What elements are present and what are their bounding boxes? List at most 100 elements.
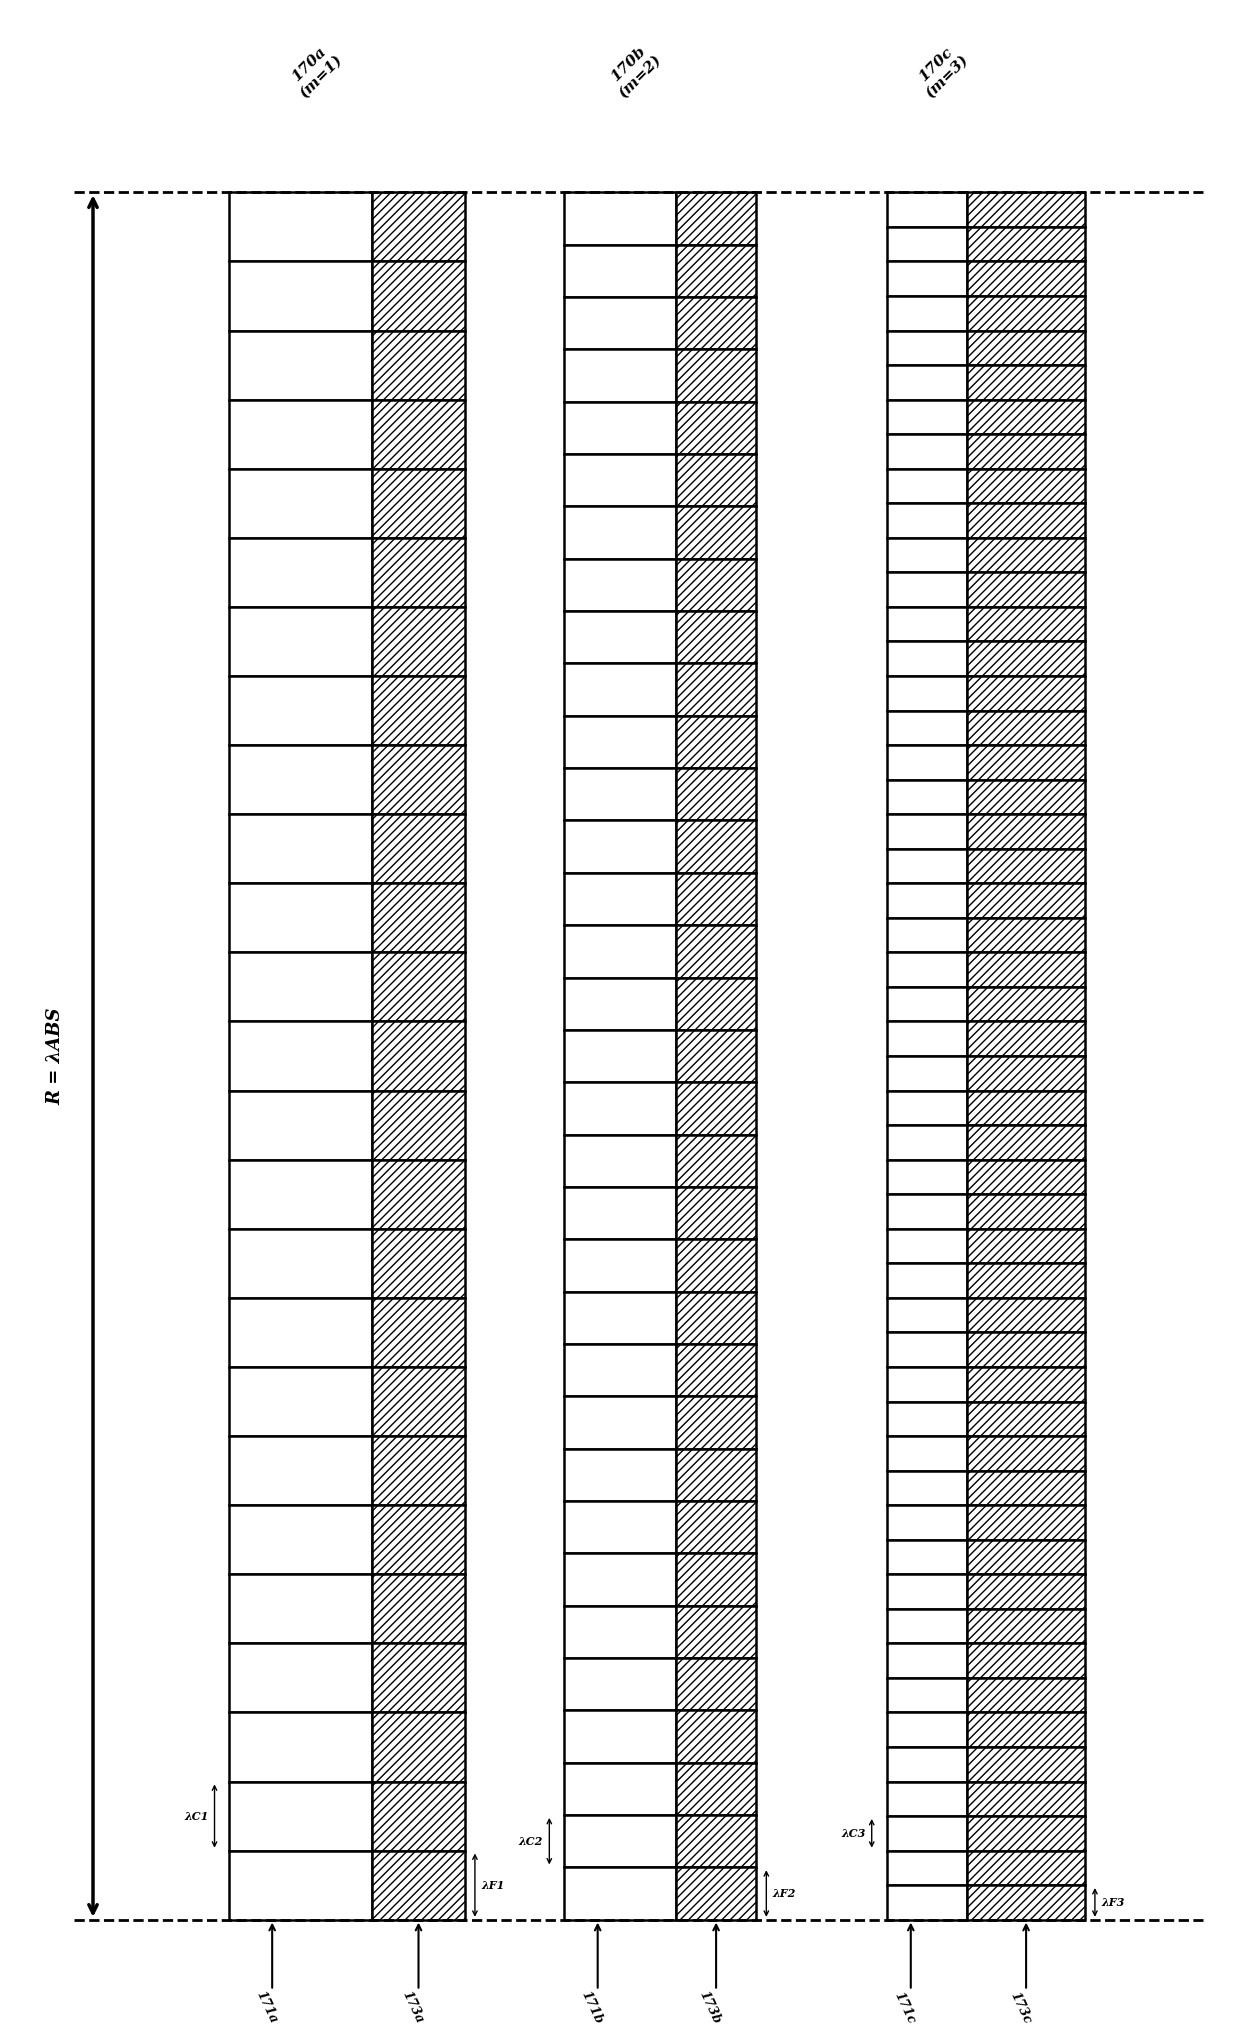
Bar xyxy=(887,1782,967,1816)
Bar xyxy=(564,1658,676,1711)
Bar xyxy=(887,1470,967,1505)
Bar xyxy=(967,1573,1085,1608)
Bar xyxy=(676,1292,756,1345)
Bar xyxy=(967,1126,1085,1160)
Bar xyxy=(372,192,465,261)
Bar xyxy=(967,1401,1085,1436)
Text: λC3: λC3 xyxy=(841,1829,866,1839)
Bar xyxy=(967,296,1085,330)
Bar xyxy=(564,612,676,664)
Bar xyxy=(967,1782,1085,1816)
Bar xyxy=(676,1448,756,1501)
Bar xyxy=(676,612,756,664)
Bar xyxy=(967,468,1085,504)
Bar xyxy=(564,820,676,873)
Bar xyxy=(564,1762,676,1814)
Bar xyxy=(564,1711,676,1762)
Bar xyxy=(887,364,967,399)
Bar xyxy=(887,468,967,504)
Bar xyxy=(229,1573,372,1644)
Bar xyxy=(967,227,1085,261)
Bar xyxy=(967,1091,1085,1126)
Bar xyxy=(887,1436,967,1470)
Bar xyxy=(564,1397,676,1448)
Bar xyxy=(967,952,1085,986)
Bar xyxy=(967,1713,1085,1748)
Bar xyxy=(372,1160,465,1229)
Bar xyxy=(564,715,676,767)
Bar xyxy=(967,573,1085,608)
Bar xyxy=(887,676,967,711)
Bar xyxy=(564,767,676,820)
Bar xyxy=(229,1713,372,1782)
Bar xyxy=(887,433,967,468)
Bar xyxy=(676,1397,756,1448)
Text: 173b: 173b xyxy=(697,1989,723,2025)
Bar xyxy=(372,1782,465,1851)
Bar xyxy=(676,1501,756,1553)
Bar xyxy=(887,917,967,952)
Bar xyxy=(229,399,372,468)
Bar xyxy=(967,1264,1085,1298)
Bar xyxy=(887,745,967,780)
Bar xyxy=(676,1867,756,1920)
Bar xyxy=(887,573,967,608)
Bar xyxy=(887,261,967,296)
Text: λF1: λF1 xyxy=(481,1879,505,1891)
Bar xyxy=(564,1187,676,1239)
Bar xyxy=(967,192,1085,227)
Bar xyxy=(676,401,756,454)
Bar xyxy=(229,1644,372,1713)
Bar xyxy=(967,1057,1085,1091)
Bar xyxy=(967,1748,1085,1782)
Bar xyxy=(564,559,676,612)
Bar xyxy=(676,1814,756,1867)
Bar xyxy=(372,539,465,607)
Bar xyxy=(676,454,756,506)
Bar xyxy=(967,1644,1085,1679)
Bar xyxy=(372,1713,465,1782)
Bar xyxy=(676,1081,756,1134)
Bar xyxy=(564,1448,676,1501)
Bar xyxy=(372,814,465,883)
Bar xyxy=(229,1229,372,1298)
Bar xyxy=(887,848,967,883)
Bar xyxy=(229,1367,372,1436)
Bar xyxy=(887,1264,967,1298)
Bar xyxy=(887,1057,967,1091)
Bar xyxy=(967,986,1085,1021)
Bar xyxy=(967,745,1085,780)
Bar xyxy=(887,539,967,573)
Bar xyxy=(887,192,967,227)
Bar xyxy=(564,1501,676,1553)
Bar xyxy=(887,1679,967,1713)
Bar xyxy=(564,1867,676,1920)
Bar xyxy=(967,1332,1085,1367)
Bar xyxy=(564,350,676,401)
Bar xyxy=(887,1229,967,1264)
Bar xyxy=(229,1782,372,1851)
Bar xyxy=(229,745,372,814)
Bar xyxy=(967,848,1085,883)
Bar xyxy=(676,925,756,978)
Bar xyxy=(887,1091,967,1126)
Bar xyxy=(887,1126,967,1160)
Bar xyxy=(676,1031,756,1081)
Bar xyxy=(564,192,676,245)
Bar xyxy=(229,261,372,330)
Bar xyxy=(887,227,967,261)
Bar xyxy=(887,986,967,1021)
Bar xyxy=(887,1816,967,1851)
Bar xyxy=(372,676,465,745)
Bar xyxy=(229,883,372,952)
Bar xyxy=(229,1160,372,1229)
Text: λF2: λF2 xyxy=(773,1887,796,1899)
Text: 173c: 173c xyxy=(1007,1989,1033,2025)
Bar xyxy=(676,1239,756,1292)
Bar xyxy=(967,539,1085,573)
Bar xyxy=(229,608,372,676)
Bar xyxy=(229,814,372,883)
Bar xyxy=(887,1851,967,1885)
Bar xyxy=(967,1367,1085,1401)
Bar xyxy=(887,952,967,986)
